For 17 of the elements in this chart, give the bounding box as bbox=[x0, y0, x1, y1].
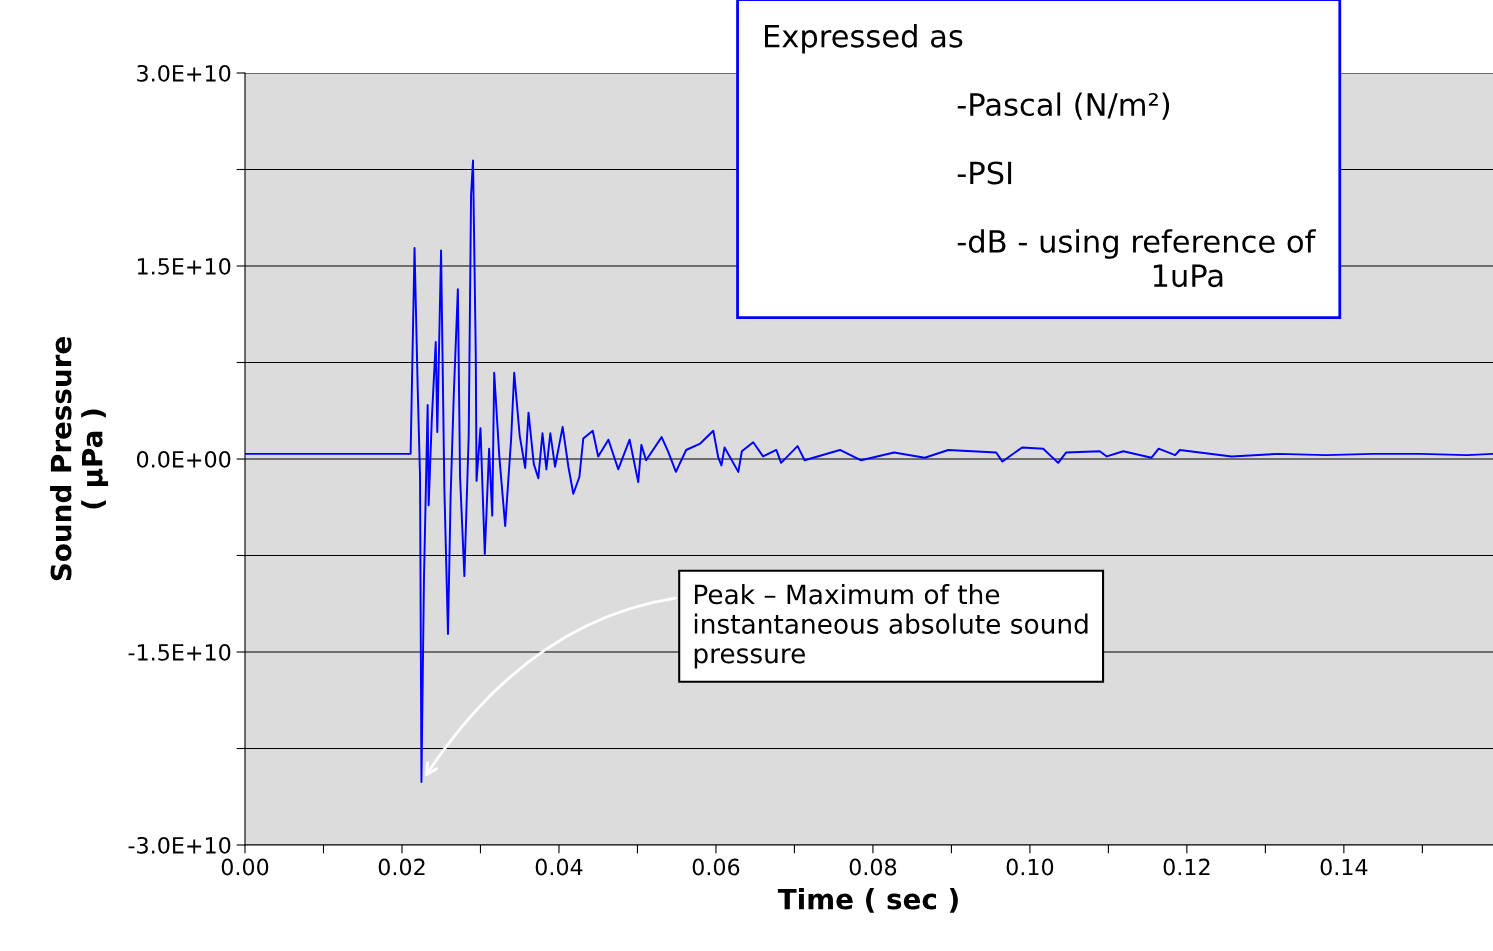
annotation: Peak – Maximum of the instantaneous absolute sound pressure bbox=[694, 583, 1088, 669]
y-tick-label: -1.5E+10 bbox=[128, 643, 231, 661]
y-tick-label: -3.0E+10 bbox=[128, 836, 231, 854]
y-tick-label: 1.5E+10 bbox=[137, 257, 231, 275]
x-tick-label: 0.00 bbox=[221, 858, 269, 876]
y-tick-label: 0.0E+00 bbox=[136, 450, 231, 468]
x-tick-label: 0.12 bbox=[1163, 858, 1210, 876]
text: Expressed as -Pascal (N/m²) -PSI -dB - using reference of 1uPa bbox=[765, 24, 1316, 288]
x-tick-label: 0.10 bbox=[1006, 858, 1054, 876]
x-tick-label: 0.02 bbox=[378, 858, 425, 876]
x-tick-label: 0.04 bbox=[535, 858, 583, 876]
x-tick-label: 0.08 bbox=[849, 858, 897, 876]
x-axis-title: Time ( sec ) bbox=[777, 888, 958, 913]
x-tick-label: 0.14 bbox=[1320, 858, 1368, 876]
y-axis-title: Sound Pressure ( μPa ) bbox=[50, 337, 109, 581]
y-tick-label: 3.0E+10 bbox=[137, 64, 231, 82]
x-tick-label: 0.06 bbox=[692, 858, 740, 876]
